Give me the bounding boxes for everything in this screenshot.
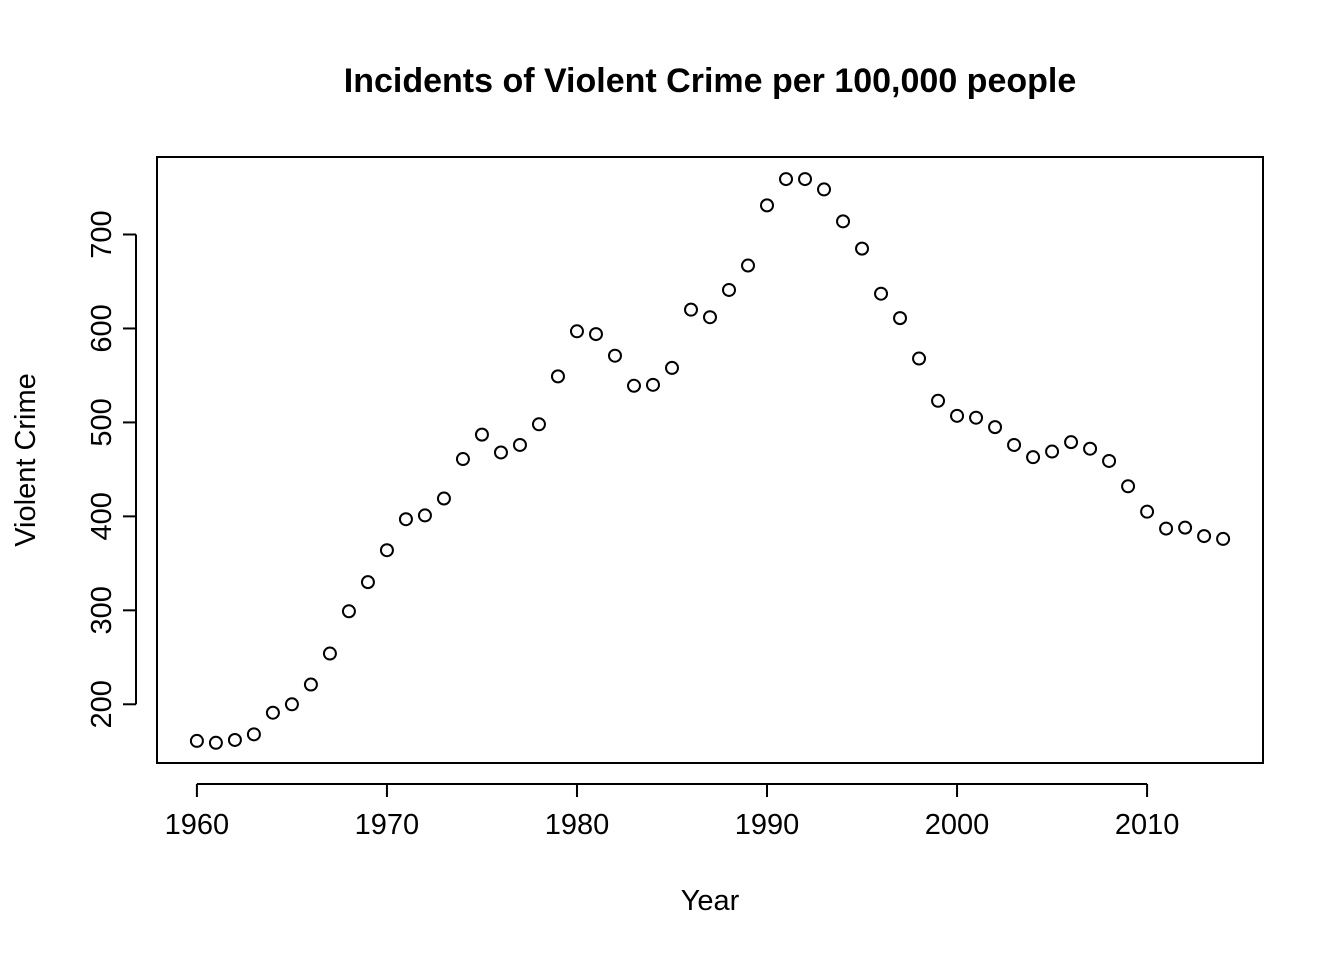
data-point bbox=[531, 417, 546, 432]
data-point bbox=[189, 733, 204, 748]
data-point bbox=[1007, 437, 1022, 452]
data-point bbox=[874, 286, 889, 301]
data-point bbox=[588, 327, 603, 342]
x-tick-label: 1960 bbox=[165, 809, 230, 841]
data-point bbox=[969, 410, 984, 425]
data-point bbox=[417, 508, 432, 523]
y-axis: 200 300 400 500 600 700 bbox=[86, 210, 137, 728]
data-point bbox=[455, 452, 470, 467]
data-points bbox=[189, 172, 1231, 750]
data-point bbox=[1102, 453, 1117, 468]
data-point bbox=[855, 241, 870, 256]
data-point bbox=[1083, 441, 1098, 456]
y-tick-label: 300 bbox=[86, 586, 118, 634]
data-point bbox=[950, 408, 965, 423]
x-tick-label: 2010 bbox=[1115, 809, 1180, 841]
data-point bbox=[1140, 504, 1155, 519]
data-point bbox=[607, 348, 622, 363]
data-point bbox=[208, 735, 223, 750]
data-point bbox=[931, 393, 946, 408]
data-point bbox=[760, 198, 775, 213]
data-point bbox=[645, 377, 660, 392]
data-point bbox=[703, 310, 717, 325]
data-point bbox=[360, 575, 375, 590]
x-tick-label: 1970 bbox=[355, 809, 420, 841]
data-point bbox=[912, 351, 927, 366]
data-point bbox=[341, 604, 356, 619]
data-point bbox=[1064, 435, 1079, 450]
y-tick-label: 400 bbox=[86, 492, 118, 540]
plot-frame bbox=[156, 156, 1264, 764]
data-point bbox=[246, 727, 261, 742]
data-point bbox=[265, 705, 280, 720]
data-point bbox=[836, 214, 851, 229]
data-point bbox=[303, 677, 318, 692]
data-point bbox=[741, 258, 756, 273]
data-point bbox=[322, 646, 337, 661]
data-point bbox=[988, 420, 1003, 435]
data-point bbox=[722, 282, 737, 297]
data-point bbox=[893, 311, 908, 326]
data-point bbox=[1216, 531, 1231, 546]
y-tick-label: 600 bbox=[86, 304, 118, 352]
data-point bbox=[664, 360, 679, 375]
data-point bbox=[1045, 444, 1060, 459]
data-point bbox=[569, 324, 584, 339]
y-axis-label: Violent Crime bbox=[10, 373, 42, 547]
data-point bbox=[493, 445, 508, 460]
x-tick-label: 2000 bbox=[925, 809, 990, 841]
data-point bbox=[779, 172, 794, 187]
data-point bbox=[626, 378, 641, 393]
data-point bbox=[1159, 521, 1174, 536]
y-tick-label: 500 bbox=[86, 398, 118, 446]
data-point bbox=[550, 369, 565, 384]
data-point bbox=[512, 437, 527, 452]
data-point bbox=[474, 427, 489, 442]
data-point bbox=[227, 732, 242, 747]
data-point bbox=[1197, 529, 1212, 544]
x-tick-label: 1980 bbox=[545, 809, 610, 841]
data-point bbox=[398, 512, 413, 527]
data-point bbox=[379, 543, 394, 558]
data-point bbox=[1026, 450, 1041, 465]
x-axis: 1960 1970 1980 1990 2000 2010 bbox=[165, 783, 1180, 841]
data-point bbox=[1178, 520, 1193, 535]
data-point bbox=[817, 182, 832, 197]
x-tick-label: 1990 bbox=[735, 809, 800, 841]
data-point bbox=[798, 172, 813, 187]
x-axis-label: Year bbox=[681, 885, 740, 917]
y-tick-label: 200 bbox=[86, 680, 118, 728]
data-point bbox=[284, 697, 299, 712]
data-point bbox=[683, 302, 698, 317]
data-point bbox=[436, 491, 451, 506]
chart-title: Incidents of Violent Crime per 100,000 p… bbox=[344, 62, 1077, 100]
y-tick-label: 700 bbox=[86, 210, 118, 258]
data-point bbox=[1121, 479, 1136, 494]
